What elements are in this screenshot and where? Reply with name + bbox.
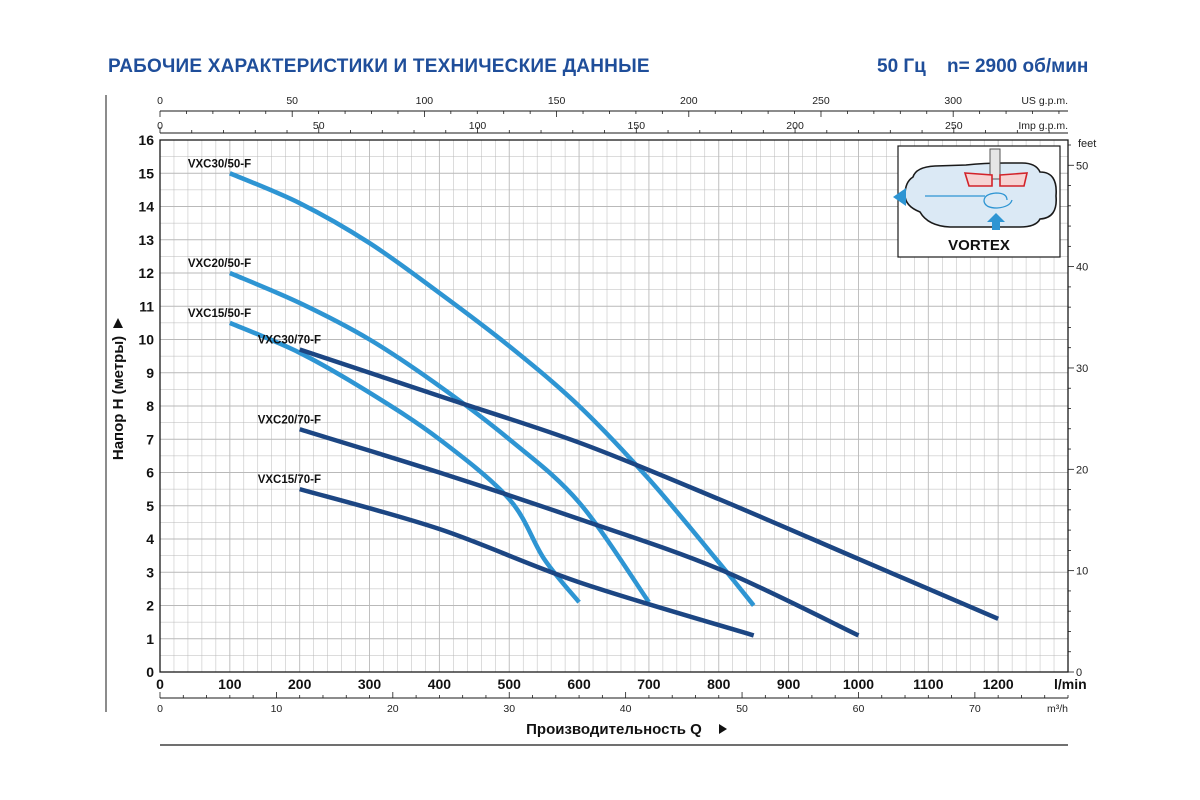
feet-tick-label: 30: [1076, 363, 1088, 375]
x-tick-label: 200: [288, 676, 312, 692]
secondary-tick-label: 250: [945, 120, 963, 132]
x-tick-label: 900: [777, 676, 801, 692]
series-label: VXC20/50-F: [188, 258, 251, 270]
secondary-tick-label: 250: [812, 95, 830, 107]
x-unit-label: l/min: [1054, 676, 1087, 692]
series-line-vxc20-70-f: [299, 427, 860, 638]
series-label: VXC30/70-F: [258, 334, 321, 346]
secondary-tick-label: 10: [271, 703, 283, 715]
feet-tick-label: 50: [1076, 160, 1088, 172]
x-axis-arrow-icon: [719, 724, 727, 734]
series-line-vxc15-50-f: [228, 320, 581, 604]
secondary-tick-label: 150: [628, 120, 646, 132]
y-tick-label: 1: [146, 631, 154, 647]
secondary-unit-label: Imp g.p.m.: [1018, 120, 1068, 132]
x-tick-label: 100: [218, 676, 242, 692]
secondary-tick-label: 100: [469, 120, 487, 132]
y-tick-label: 16: [138, 132, 154, 148]
impeller-left-icon: [963, 172, 993, 187]
vortex-inset: VORTEX: [893, 145, 1061, 258]
y-tick-label: 9: [146, 365, 154, 381]
secondary-tick-label: 70: [969, 703, 981, 715]
x-tick-label: 500: [498, 676, 522, 692]
secondary-tick-label: 30: [503, 703, 515, 715]
secondary-tick-label: 300: [944, 95, 962, 107]
y-tick-label: 11: [139, 298, 154, 314]
y-tick-label: 12: [138, 265, 154, 281]
secondary-unit-label: US g.p.m.: [1021, 95, 1068, 107]
secondary-tick-label: 40: [620, 703, 632, 715]
y-tick-label: 5: [146, 498, 154, 514]
series-label: VXC30/50-F: [188, 158, 251, 170]
y-axis-title: Напор H (метры): [110, 336, 127, 460]
y-tick-label: 6: [146, 465, 154, 481]
y-tick-label: 15: [138, 165, 154, 181]
x-tick-label: 1000: [843, 676, 874, 692]
feet-tick-label: 40: [1076, 262, 1088, 274]
series-line-vxc15-70-f: [299, 486, 755, 638]
y-tick-label: 8: [146, 398, 154, 414]
speed-label: n= 2900 об/мин: [947, 56, 1089, 77]
page-title: РАБОЧИЕ ХАРАКТЕРИСТИКИ И ТЕХНИЧЕСКИЕ ДАН…: [108, 56, 650, 77]
secondary-tick-label: 0: [157, 120, 163, 132]
x-axis-title: Производительность Q: [526, 721, 702, 738]
y-tick-label: 3: [146, 564, 154, 580]
x-tick-label: 300: [358, 676, 382, 692]
frequency-label: 50 Гц: [877, 56, 926, 77]
y-tick-label: 14: [138, 199, 154, 215]
feet-tick-label: 10: [1076, 566, 1088, 578]
secondary-tick-label: 50: [313, 120, 325, 132]
inlet-arrow-icon: [987, 213, 1005, 230]
series-line-vxc30-50-f: [228, 171, 756, 607]
series: VXC30/50-F VXC20/50-F VXC15/50-F VXC30/70-F…: [188, 158, 1000, 638]
series-line-vxc20-50-f: [228, 270, 651, 604]
y-tick-label: 7: [146, 431, 154, 447]
x-tick-label: 0: [156, 676, 164, 692]
series-line-vxc30-70-f: [298, 347, 1000, 621]
x-tick-label: 800: [707, 676, 731, 692]
secondary-tick-label: 100: [416, 95, 434, 107]
series-label: VXC15/50-F: [188, 308, 251, 320]
secondary-tick-label: 50: [736, 703, 748, 715]
y-tick-label: 0: [146, 664, 154, 680]
secondary-tick-label: 150: [548, 95, 566, 107]
y-tick-label: 4: [146, 531, 154, 547]
vortex-swirl-icon: [983, 192, 1013, 209]
inset-label: VORTEX: [948, 237, 1010, 254]
secondary-tick-label: 200: [680, 95, 698, 107]
secondary-tick-label: 60: [853, 703, 865, 715]
pump-shaft-icon: [989, 148, 1001, 180]
plot-frame: [159, 139, 1069, 673]
x-tick-label: 1200: [983, 676, 1014, 692]
x-tick-label: 1100: [913, 676, 944, 692]
secondary-tick-label: 0: [157, 95, 163, 107]
impeller-housing-icon: [904, 162, 1057, 228]
x-tick-label: 700: [637, 676, 661, 692]
impeller-right-icon: [999, 172, 1029, 187]
feet-tick-label: 0: [1076, 667, 1082, 679]
y-tick-label: 13: [138, 232, 154, 248]
secondary-tick-label: 0: [157, 703, 163, 715]
outlet-arrow-icon: [893, 188, 906, 206]
secondary-tick-label: 50: [286, 95, 298, 107]
y-axis-arrow-icon: [113, 318, 123, 328]
x-tick-label: 400: [428, 676, 452, 692]
x-tick-label: 600: [567, 676, 591, 692]
secondary-tick-label: 200: [786, 120, 804, 132]
secondary-tick-label: 20: [387, 703, 399, 715]
feet-unit-label: feet: [1078, 138, 1096, 150]
series-label: VXC20/70-F: [258, 414, 321, 426]
feet-tick-label: 20: [1076, 464, 1088, 476]
y-tick-label: 2: [146, 598, 154, 614]
series-label: VXC15/70-F: [258, 474, 321, 486]
y-tick-label: 10: [138, 332, 154, 348]
secondary-unit-label: m³/h: [1047, 703, 1068, 715]
